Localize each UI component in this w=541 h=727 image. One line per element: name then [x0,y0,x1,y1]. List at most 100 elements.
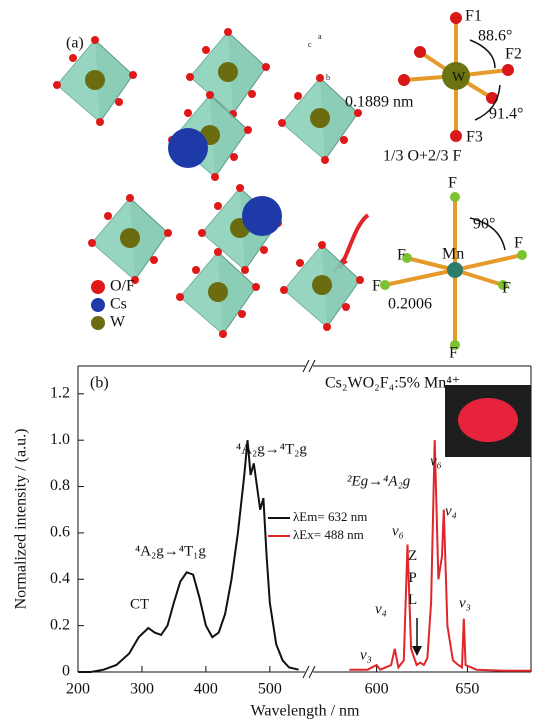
o-atom [294,92,302,100]
o-atom [354,109,362,117]
y-tick-label: 1.2 [50,384,70,401]
o-atom [230,153,238,161]
o-atom [248,90,256,98]
label: F3 [466,129,483,146]
o-atom [115,98,123,106]
label: 91.4° [489,106,523,123]
octahedron-face [180,252,223,334]
cs-atom [242,196,282,236]
o-atom [214,248,222,256]
x-tick-label: 300 [130,681,154,698]
label: 0.1889 nm [345,94,414,111]
label: W [110,314,126,331]
o-atom [318,241,326,249]
chart-title: Cs₂WO₂F₄:5% Mn⁴⁺ [325,375,460,392]
o-atom [262,63,270,71]
label: Mn [442,246,464,263]
octahedron-face [190,32,233,114]
w-atom [208,282,228,302]
label: ν₃ [360,647,372,663]
axis-break [308,359,316,373]
o-atom [192,266,200,274]
w-center [442,62,470,90]
label: b [326,73,330,82]
label: 88.6° [478,28,512,45]
o-atom [129,71,137,79]
o-atom [126,194,134,202]
octahedron-face [284,245,327,327]
cs-atom [168,128,208,168]
w-atom [312,275,332,295]
label: ZPL [405,548,421,614]
legend-marker [91,298,105,312]
label: F2 [505,46,522,63]
f-atom [450,192,460,202]
octahedron-face [202,188,245,270]
label: F [449,345,458,362]
bond [406,256,456,272]
label: ν₆ [430,453,442,469]
o-atom [211,173,219,181]
label: F [448,175,457,192]
octahedron-face [92,198,135,280]
label: ν₄ [445,503,457,519]
f-atom [498,280,508,290]
octahedron-face [57,40,100,122]
x-tick-label: 500 [258,681,282,698]
f-atom [450,130,462,142]
label: ²Eg→⁴A₂g [347,473,411,489]
label: ν₄ [375,601,387,617]
o-atom [244,126,252,134]
y-tick-label: 0.4 [50,570,70,587]
label: ⁴A₂g→⁴T₂g [236,441,307,457]
w-atom [310,108,330,128]
axis-break [308,665,316,679]
f-atom [398,74,410,86]
o-atom [316,74,324,82]
o-atom [280,286,288,294]
o-atom [238,310,246,318]
sample [458,398,518,442]
x-tick-label: 400 [194,681,218,698]
f-atom [380,280,390,290]
axis-break [302,359,310,373]
legend-label: λEx= 488 nm [293,527,364,542]
o-atom [53,81,61,89]
spectrum-line [349,440,531,672]
label: 1/3 O+2/3 F [383,148,461,165]
o-atom [202,46,210,54]
f-atom [414,46,426,58]
label: ν₃ [459,595,471,611]
label: ν₆ [392,523,404,539]
bond [454,268,504,287]
label: (a) [66,35,84,52]
w-atom [120,228,140,248]
o-atom [164,229,172,237]
o-atom [323,323,331,331]
structure-drawing [333,213,531,457]
o-atom [236,184,244,192]
mn-center [447,262,463,278]
octahedron-face [282,78,325,160]
spectrum-line [78,440,299,673]
y-tick-label: 0.8 [50,477,70,494]
legend-marker [91,316,105,330]
label: Cs [110,296,127,313]
label: c [308,40,312,49]
f-atom [486,92,498,104]
o-atom [252,283,260,291]
label: O/F [110,278,135,295]
angle-arc [474,84,501,121]
o-atom [214,202,222,210]
label: a [318,32,322,41]
label: 0.2006 [388,296,432,313]
o-atom [241,266,249,274]
o-atom [150,256,158,264]
o-atom [198,229,206,237]
label: W [452,70,466,85]
angle-arc [469,217,506,251]
o-atom [206,91,214,99]
f-atom [502,64,514,76]
f-atom [402,253,412,263]
label: F [397,247,406,264]
